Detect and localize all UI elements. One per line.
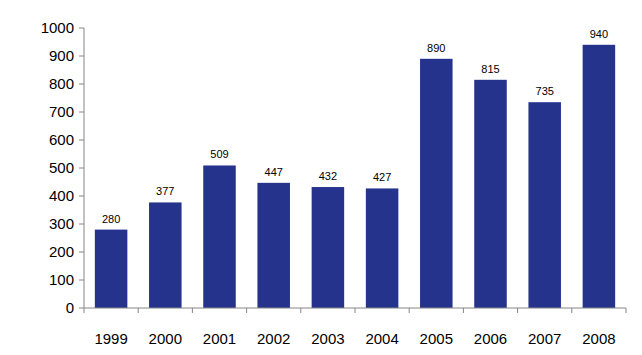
data-label: 427	[373, 171, 391, 183]
x-tick-separator	[84, 308, 85, 313]
y-tick-label: 500	[49, 159, 74, 176]
x-tick-label: 2001	[203, 330, 236, 347]
data-label: 890	[427, 42, 445, 54]
x-tick-separator	[571, 308, 572, 313]
x-tick-separator	[246, 308, 247, 313]
y-tick-label: 800	[49, 75, 74, 92]
y-tick	[79, 112, 84, 113]
x-tick-separator	[463, 308, 464, 313]
x-tick-label: 1999	[94, 330, 127, 347]
x-tick-separator	[300, 308, 301, 313]
y-tick-label: 600	[49, 131, 74, 148]
data-label: 815	[481, 63, 499, 75]
y-tick	[79, 168, 84, 169]
y-tick	[79, 84, 84, 85]
data-label: 377	[156, 185, 174, 197]
x-tick-separator	[192, 308, 193, 313]
bar	[312, 187, 345, 308]
data-label: 447	[265, 166, 283, 178]
bar	[149, 202, 182, 308]
chart-svg: 0 100 200 300 400 500 600 700 800 900 1000 1999 2000…	[0, 0, 642, 355]
y-tick-label: 200	[49, 243, 74, 260]
x-tick-separator	[626, 308, 627, 313]
y-tick-label: 400	[49, 187, 74, 204]
x-tick-separator	[138, 308, 139, 313]
bar	[203, 165, 236, 308]
y-tick	[79, 224, 84, 225]
data-label: 432	[319, 170, 337, 182]
x-tick-label: 2006	[474, 330, 507, 347]
y-tick	[79, 252, 84, 253]
y-tick	[79, 140, 84, 141]
y-tick-label: 0	[66, 299, 74, 316]
data-label: 509	[210, 148, 228, 160]
x-tick-label: 2005	[420, 330, 453, 347]
y-tick-label: 300	[49, 215, 74, 232]
x-tick-label: 2007	[528, 330, 561, 347]
x-tick-label: 2004	[365, 330, 398, 347]
bar	[528, 102, 561, 308]
y-tick	[79, 56, 84, 57]
bar	[583, 45, 616, 308]
y-tick	[79, 28, 84, 29]
y-tick	[79, 280, 84, 281]
x-tick-label: 2002	[257, 330, 290, 347]
data-label: 940	[590, 28, 608, 40]
bar	[95, 230, 128, 308]
bar	[474, 80, 507, 308]
data-label: 735	[536, 85, 554, 97]
x-tick-separator	[409, 308, 410, 313]
data-label: 280	[102, 213, 120, 225]
x-tick-label: 2003	[311, 330, 344, 347]
x-tick-separator	[517, 308, 518, 313]
x-tick-separator	[355, 308, 356, 313]
bar	[366, 188, 399, 308]
x-tick-label: 2008	[582, 330, 615, 347]
y-tick-label: 100	[49, 271, 74, 288]
y-tick-label: 1000	[41, 19, 74, 36]
bar	[257, 183, 290, 308]
bar	[420, 59, 453, 308]
y-tick	[79, 196, 84, 197]
chart-container: 0 100 200 300 400 500 600 700 800 900 1000 1999 2000…	[0, 0, 642, 355]
y-tick	[79, 308, 84, 309]
y-tick-label: 900	[49, 47, 74, 64]
bars	[95, 45, 615, 308]
x-tick-label: 2000	[149, 330, 182, 347]
y-tick-label: 700	[49, 103, 74, 120]
